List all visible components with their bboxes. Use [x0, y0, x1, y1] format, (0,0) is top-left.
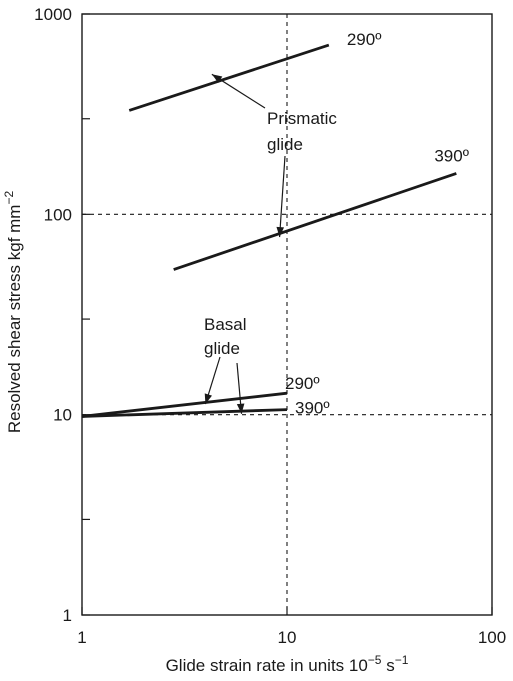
- series-line-prismatic-glide-290: [128, 43, 330, 112]
- arrow-prismatic-glide-1-shaft: [211, 73, 266, 109]
- x-axis-title-unit: s: [381, 656, 394, 675]
- arrow-prismatic-glide-1-head: [211, 74, 223, 83]
- annotation-prismatic-glide-line-2: glide: [267, 135, 303, 154]
- series-line-basal-glide-390: [82, 408, 288, 418]
- series-label-basal-glide-390: 390º: [295, 399, 330, 418]
- y-tick-label-1: 1: [63, 606, 72, 625]
- series-label-prismatic-glide-290: 290º: [347, 30, 382, 49]
- x-axis-title-main: Glide strain rate in units 10: [166, 656, 368, 675]
- series-label-basal-glide-290: 290º: [285, 374, 320, 393]
- x-tick-label-10: 10: [278, 628, 297, 647]
- x-axis-title-unit-exponent: −1: [395, 653, 409, 667]
- series-label-prismatic-glide-390: 390º: [434, 146, 469, 165]
- x-tick-label-1: 1: [77, 628, 86, 647]
- y-axis-title-main: Resolved shear stress kgf mm: [5, 205, 24, 434]
- x-axis-title-exponent: −5: [368, 653, 382, 667]
- arrow-basal-glide-1-head: [204, 393, 213, 405]
- series-line-prismatic-glide-390: [173, 172, 457, 271]
- annotation-basal-glide-line-2: glide: [204, 339, 240, 358]
- annotation-basal-glide-line-1: Basal: [204, 315, 247, 334]
- y-axis-title: Resolved shear stress kgf mm−2: [2, 191, 24, 434]
- y-axis-title-exponent: −2: [2, 191, 16, 205]
- arrow-prismatic-glide-2-shaft: [278, 155, 286, 238]
- y-tick-label-100: 100: [44, 205, 72, 224]
- arrow-basal-glide-2-head: [236, 403, 245, 414]
- y-tick-label-1000: 1000: [34, 5, 72, 24]
- y-tick-label-10: 10: [53, 406, 72, 425]
- arrow-prismatic-glide-2-head: [276, 226, 285, 238]
- x-tick-label-100: 100: [478, 628, 506, 647]
- x-axis-title: Glide strain rate in units 10−5 s−1: [166, 653, 409, 675]
- series-line-basal-glide-290: [82, 391, 288, 418]
- annotation-prismatic-glide-line-1: Prismatic: [267, 109, 337, 128]
